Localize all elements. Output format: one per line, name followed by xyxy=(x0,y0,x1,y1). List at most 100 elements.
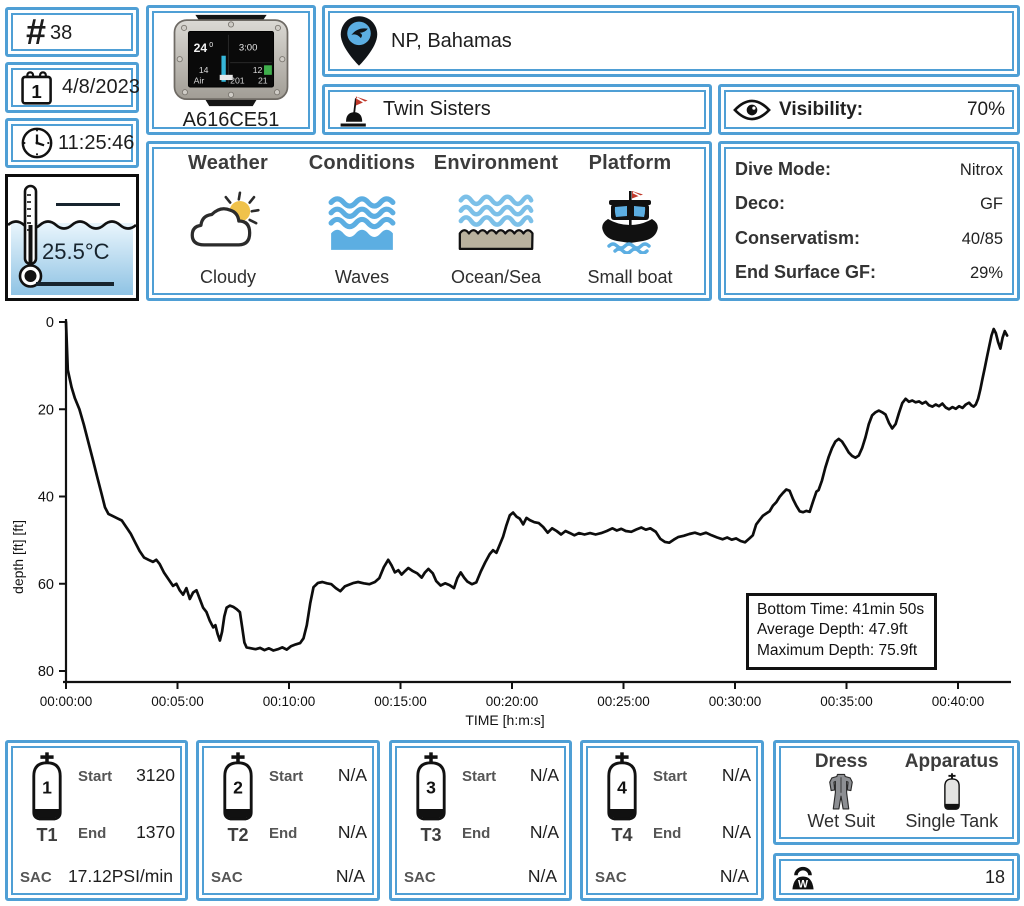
location-text: NP, Bahamas xyxy=(391,29,512,52)
svg-text:60: 60 xyxy=(38,577,54,593)
svg-text:00:20:00: 00:20:00 xyxy=(486,694,539,709)
location-box[interactable]: NP, Bahamas xyxy=(322,5,1020,77)
calendar-icon: 1 xyxy=(21,70,52,105)
tank-3-box[interactable]: 3 T3 Start N/A End N/A SAC N/A xyxy=(389,740,572,901)
start-label: Start xyxy=(653,768,688,785)
dive-date-box[interactable]: 1 4/8/2023 xyxy=(5,62,140,113)
dive-mode-row[interactable]: Dive Mode: Nitrox xyxy=(735,159,1003,180)
deco-value: GF xyxy=(980,195,1003,214)
screen-gas: Air xyxy=(194,76,205,86)
conservatism-row[interactable]: Conservatism: 40/85 xyxy=(735,228,1003,249)
dive-date: 4/8/2023 xyxy=(62,76,140,98)
bottom-time: Bottom Time: 41min 50s xyxy=(757,601,925,618)
dive-start-time: 11:25:46 xyxy=(58,131,135,154)
svg-text:00:00:00: 00:00:00 xyxy=(40,694,93,709)
dive-computer-image: 24 0 3:00 14 12 Air 201 21 xyxy=(173,14,289,107)
svg-text:00:30:00: 00:30:00 xyxy=(709,694,762,709)
weather-title: Weather xyxy=(188,152,268,174)
svg-text:depth [ft] [ft]: depth [ft] [ft] xyxy=(10,520,26,594)
hash-icon: # xyxy=(26,11,47,52)
svg-text:00:25:00: 00:25:00 xyxy=(597,694,650,709)
svg-text:00:15:00: 00:15:00 xyxy=(374,694,427,709)
dive-computer-box: 24 0 3:00 14 12 Air 201 21 A616CE51 xyxy=(146,5,316,135)
tank-icon: 1 xyxy=(32,752,62,821)
tank-number: 1 xyxy=(42,778,52,798)
ocean-floor-icon xyxy=(458,194,534,251)
dive-time-box[interactable]: 11:25:46 xyxy=(5,118,139,168)
water-temp-value: 25.5°C xyxy=(42,239,110,264)
start-value: N/A xyxy=(337,765,367,785)
screen-misc: 21 xyxy=(258,76,268,86)
start-value: N/A xyxy=(721,765,751,785)
dress-cell[interactable]: Dress Wet Suit xyxy=(786,751,897,832)
conditions-cell[interactable]: Conditions Waves xyxy=(295,152,429,288)
svg-text:W: W xyxy=(798,879,808,891)
sac-value: N/A xyxy=(719,866,749,886)
water-temp-box[interactable]: 25.5°C xyxy=(5,174,139,301)
dive-mode-value: Nitrox xyxy=(959,160,1003,179)
tank-2-box[interactable]: 2 T2 Start N/A End N/A SAC N/A xyxy=(196,740,380,901)
platform-cell[interactable]: Platform Small boat xyxy=(563,152,697,288)
sac-value: N/A xyxy=(335,866,365,886)
tank-1-box[interactable]: 1 T1 Start 3120 End 1370 SAC 17.12PSI/min xyxy=(5,740,188,901)
dive-number-box[interactable]: # 38 xyxy=(5,7,139,57)
end-label: End xyxy=(78,825,107,842)
apparatus-label: Single Tank xyxy=(905,811,999,831)
sac-label: SAC xyxy=(404,869,436,886)
conservatism-label: Conservatism: xyxy=(735,227,861,248)
dive-settings-panel: Dive Mode: Nitrox Deco: GF Conservatism:… xyxy=(718,141,1020,301)
screen-pressure: 201 xyxy=(230,76,245,86)
weight-box[interactable]: W 18 xyxy=(773,853,1020,901)
end-value: N/A xyxy=(721,822,751,842)
svg-text:00:35:00: 00:35:00 xyxy=(820,694,873,709)
weather-label: Cloudy xyxy=(199,267,257,287)
weather-cell[interactable]: Weather Cloudy xyxy=(161,152,295,288)
screen-depth-sup: 0 xyxy=(209,42,213,49)
tank-name: T2 xyxy=(227,825,249,845)
dive-flag-buoy-icon xyxy=(340,96,368,127)
start-value: N/A xyxy=(529,765,559,785)
svg-text:0: 0 xyxy=(46,315,54,331)
sac-label: SAC xyxy=(20,869,52,886)
conditions-label: Waves xyxy=(334,267,390,287)
depth-profile-chart: 0 20 40 60 80 00:00:00 00:05:00 00:10:00 00:15:0… xyxy=(0,305,1024,737)
tank-icon: 2 xyxy=(223,752,253,821)
average-depth: Average Depth: 47.9ft xyxy=(757,621,908,639)
start-label: Start xyxy=(78,768,113,785)
tank-name: T4 xyxy=(611,825,633,845)
wetsuit-icon xyxy=(829,773,854,810)
eye-icon xyxy=(733,99,771,120)
deco-row[interactable]: Deco: GF xyxy=(735,193,1003,214)
environment-label: Ocean/Sea xyxy=(450,267,542,287)
dive-mode-label: Dive Mode: xyxy=(735,158,832,179)
visibility-label: Visibility: xyxy=(779,98,864,120)
equipment-box: Dress Wet Suit Apparatus Single Tank xyxy=(773,740,1020,845)
tank-number: 2 xyxy=(233,778,243,798)
surface-line xyxy=(56,203,120,206)
platform-label: Small boat xyxy=(587,267,673,287)
waves-icon xyxy=(328,196,396,250)
conditions-panel: Weather Cloudy Conditions xyxy=(146,141,712,301)
apparatus-cell[interactable]: Apparatus Single Tank xyxy=(897,751,1008,832)
map-pin-icon xyxy=(340,16,378,66)
weight-icon: W xyxy=(792,866,814,891)
dress-title: Dress xyxy=(814,751,868,772)
svg-text:00:05:00: 00:05:00 xyxy=(151,694,204,709)
sac-label: SAC xyxy=(595,869,627,886)
environment-title: Environment xyxy=(433,152,559,174)
end-surface-gf-row[interactable]: End Surface GF: 29% xyxy=(735,262,1003,283)
clock-icon xyxy=(21,127,53,159)
dive-site-box[interactable]: Twin Sisters xyxy=(322,84,712,135)
sac-value: N/A xyxy=(527,866,557,886)
visibility-box[interactable]: Visibility: 70% xyxy=(718,84,1020,135)
environment-cell[interactable]: Environment Ocean/Sea xyxy=(429,152,563,288)
screen-ndl: 14 xyxy=(199,65,209,75)
tank-4-box[interactable]: 4 T4 Start N/A End N/A SAC N/A xyxy=(580,740,764,901)
conditions-title: Conditions xyxy=(308,152,416,174)
tank-name: T1 xyxy=(36,825,58,845)
tank-number: 3 xyxy=(426,778,436,798)
end-label: End xyxy=(269,825,298,842)
tank-name: T3 xyxy=(420,825,442,845)
tank-icon: 4 xyxy=(607,752,637,821)
